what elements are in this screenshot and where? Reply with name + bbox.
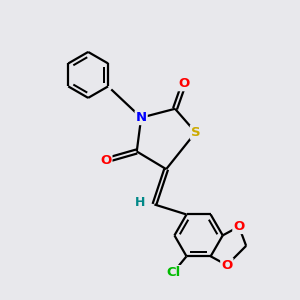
Text: O: O bbox=[221, 259, 232, 272]
Text: O: O bbox=[233, 220, 244, 233]
Text: O: O bbox=[100, 154, 112, 167]
Text: H: H bbox=[134, 196, 145, 209]
Text: Cl: Cl bbox=[166, 266, 180, 279]
Text: O: O bbox=[178, 77, 190, 90]
Text: N: N bbox=[136, 111, 147, 124]
Text: S: S bbox=[191, 126, 200, 139]
